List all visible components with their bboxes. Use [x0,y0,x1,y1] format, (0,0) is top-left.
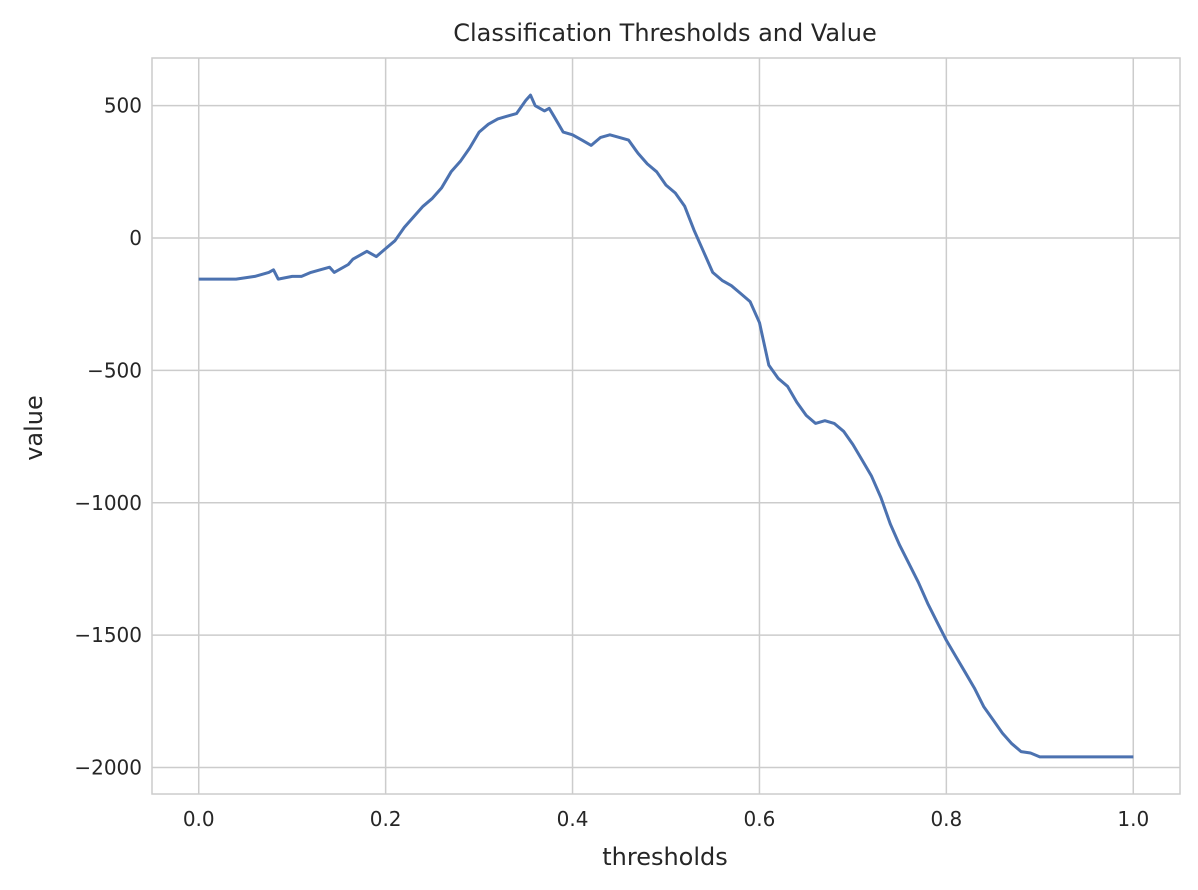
x-tick-label: 0.8 [930,807,962,831]
series-line [198,93,1134,759]
x-tick-labels: 0.0 0.2 0.4 0.6 0.8 1.0 [183,807,1149,831]
y-tick-label: 0 [129,226,142,250]
y-tick-label: −2000 [74,756,142,780]
y-tick-label: −1000 [74,491,142,515]
x-tick-label: 0.2 [370,807,402,831]
chart-title: Classification Thresholds and Value [453,19,877,47]
grid-lines [152,58,1180,794]
y-axis-label: value [20,395,48,461]
x-tick-label: 0.4 [557,807,589,831]
plot-area-frame [151,57,1181,795]
y-tick-label: −500 [87,358,142,382]
y-tick-label: 500 [104,94,142,118]
x-tick-label: 1.0 [1117,807,1149,831]
series-lines [198,93,1134,759]
x-tick-label: 0.6 [744,807,776,831]
y-tick-labels: 500 0 −500 −1000 −1500 −2000 [74,94,142,780]
x-axis-label: thresholds [602,843,728,871]
x-tick-label: 0.0 [183,807,215,831]
y-tick-label: −1500 [74,623,142,647]
